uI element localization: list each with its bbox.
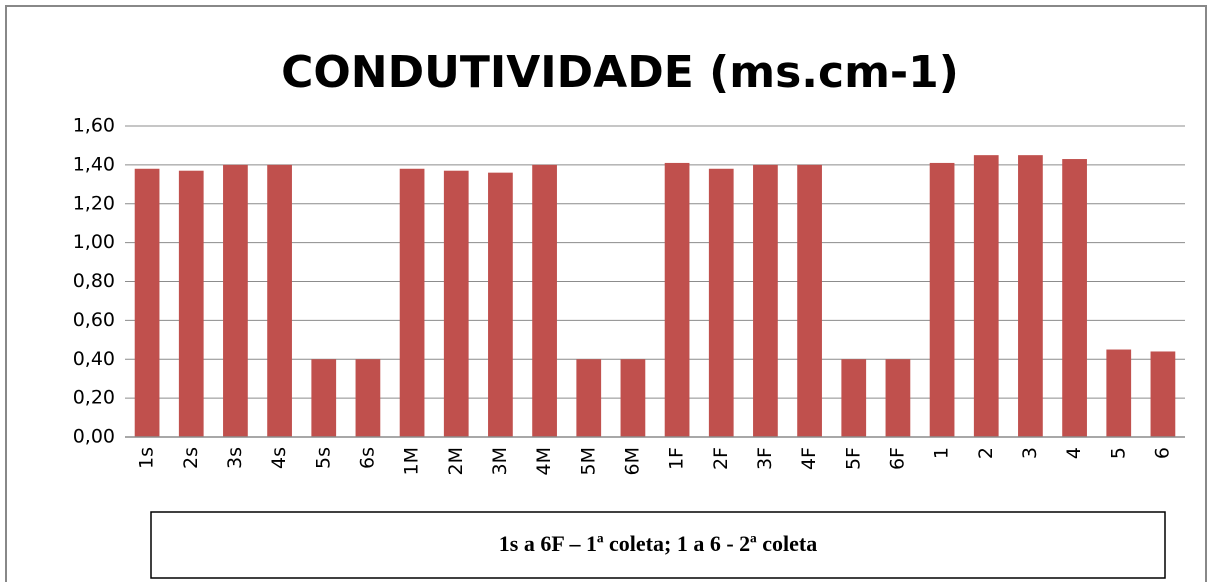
- bar: [1062, 159, 1087, 437]
- bar: [355, 359, 381, 437]
- bar: [576, 359, 602, 437]
- y-tick-label: 0,20: [73, 387, 115, 409]
- y-tick-label: 0,00: [73, 426, 115, 448]
- bar: [399, 168, 425, 437]
- bar: [885, 359, 911, 437]
- bar: [797, 164, 822, 437]
- x-tick-label: 6M: [621, 447, 643, 475]
- x-tick-label: 4: [1063, 447, 1085, 459]
- bar: [223, 164, 248, 437]
- bar: [267, 164, 292, 437]
- x-tick-label: 6: [1151, 447, 1173, 459]
- y-tick-label: 0,80: [73, 270, 115, 292]
- x-tick-label: 3s: [224, 447, 246, 469]
- x-tick-label: 4s: [268, 447, 290, 469]
- bar: [532, 164, 557, 437]
- x-tick-label: 3: [1019, 447, 1041, 459]
- bar: [708, 168, 734, 437]
- x-tick-label: 1: [931, 447, 953, 459]
- bar: [753, 164, 778, 437]
- bar: [929, 162, 955, 437]
- x-tick-label: 2M: [445, 447, 467, 475]
- bar: [841, 359, 867, 437]
- x-tick-label: 1s: [136, 447, 158, 469]
- x-tick-label: 5: [1107, 447, 1129, 459]
- y-tick-label: 0,40: [73, 348, 115, 370]
- x-tick-label: 4M: [533, 447, 555, 475]
- bar: [664, 162, 690, 437]
- x-tick-label: 6F: [886, 447, 908, 470]
- y-tick-label: 1,60: [73, 115, 115, 137]
- bar: [443, 170, 469, 438]
- y-tick-label: 0,60: [73, 309, 115, 331]
- y-tick-label: 1,40: [73, 153, 115, 175]
- x-tick-label: 5M: [577, 447, 599, 475]
- x-tick-label: 4F: [798, 447, 820, 470]
- x-tick-label: 5s: [312, 447, 334, 469]
- annotation-box: [150, 511, 1166, 579]
- x-tick-label: 6s: [356, 447, 378, 469]
- chart-frame: [5, 5, 1207, 582]
- x-tick-label: 5F: [842, 447, 864, 470]
- x-tick-label: 1M: [401, 447, 423, 475]
- bar: [1018, 155, 1043, 437]
- chart-title: CONDUTIVIDADE (ms.cm-1): [281, 47, 959, 98]
- bar: [311, 359, 337, 437]
- x-tick-label: 1F: [666, 447, 688, 470]
- x-tick-label: 2F: [710, 447, 732, 470]
- x-tick-label: 2: [975, 447, 997, 459]
- annotation: 1s a 6F – 1ª coleta; 1 a 6 - 2ª coleta: [499, 531, 817, 556]
- y-tick-label: 1,20: [73, 192, 115, 214]
- bar: [973, 155, 999, 437]
- bar: [178, 170, 204, 438]
- bar: [620, 359, 646, 437]
- bar: [1106, 349, 1132, 437]
- x-tick-label: 3F: [754, 447, 776, 470]
- bar: [488, 172, 513, 437]
- y-tick-label: 1,00: [73, 231, 115, 253]
- x-tick-label: 2s: [180, 447, 202, 469]
- bar: [1150, 351, 1176, 437]
- x-tick-label: 3M: [489, 447, 511, 475]
- bar: [134, 168, 160, 437]
